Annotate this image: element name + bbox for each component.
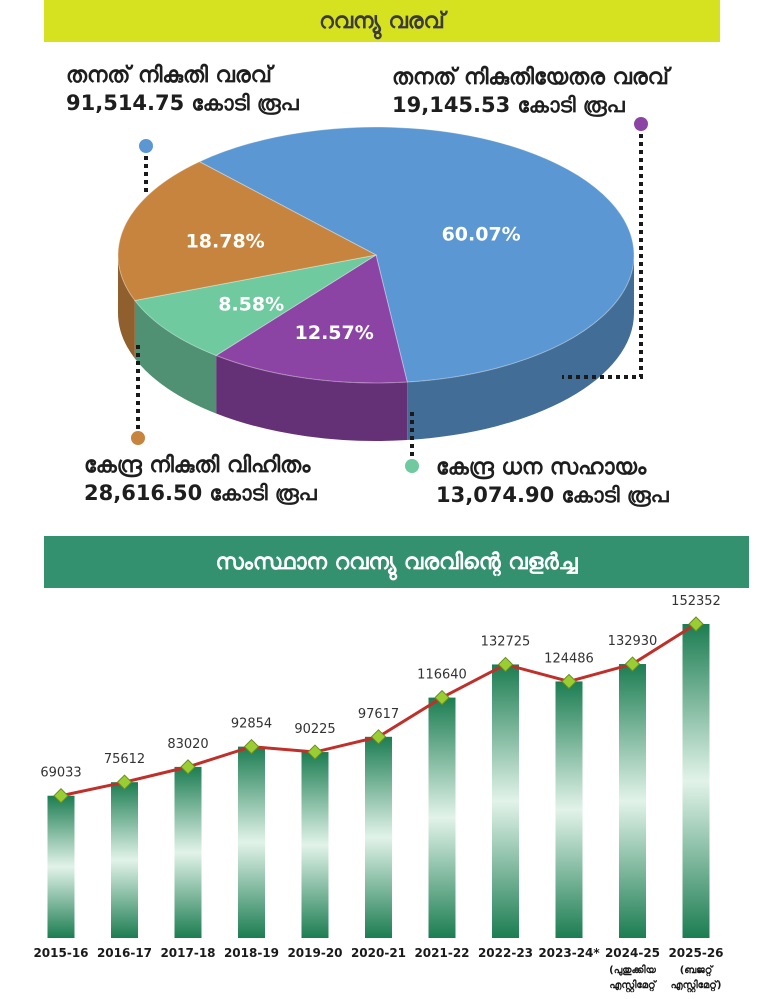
marker-2018-19 xyxy=(243,738,260,755)
bar-2015-16 xyxy=(47,795,75,938)
marker-2017-18 xyxy=(180,759,196,775)
value-label-2025-26: 152352 xyxy=(671,594,721,609)
value-label-2017-18: 83020 xyxy=(167,737,208,752)
pie-slice-2 xyxy=(133,254,377,357)
marker-2022-23 xyxy=(497,656,514,673)
category-label-2017-18: 2017-18 xyxy=(160,946,215,960)
label-central-tax-share: കേന്ദ്ര നികുതി വിഹിതം 28,616.50 കോടി രൂപ xyxy=(84,452,317,507)
value-label-2019-20: 90225 xyxy=(294,722,335,737)
value-label-2022-23: 132725 xyxy=(481,634,531,649)
pie-slice-1 xyxy=(215,254,408,384)
label-central-tax-share-name: കേന്ദ്ര നികുതി വിഹിതം xyxy=(84,453,311,478)
pie-side-0 xyxy=(407,255,634,441)
pie-side-3 xyxy=(118,255,135,359)
marker-2024-25 xyxy=(624,656,641,672)
pie-percent-label-0: 60.07% xyxy=(442,224,521,246)
marker-2015-16 xyxy=(53,788,69,804)
label-central-grants-value: 13,074.90 കോടി രൂപ xyxy=(436,483,669,508)
value-label-2018-19: 92854 xyxy=(231,717,272,732)
value-label-2015-16: 69033 xyxy=(40,766,81,781)
pie-chart: 60.07% 12.57% 8.58% 18.78% xyxy=(117,117,648,473)
category-label-2015-16: 2015-16 xyxy=(33,946,88,960)
trend-line xyxy=(60,622,697,798)
marker-2023-24* xyxy=(561,673,577,690)
value-label-2023-24*: 124486 xyxy=(544,651,594,666)
bar-2024-25 xyxy=(619,664,646,938)
bar-2025-26 xyxy=(682,624,710,938)
category-note-2025-26-0: (ബജറ്റ് xyxy=(680,964,715,977)
label-own-non-tax-name: തനത് നികുതിയേതര വരവ് xyxy=(392,65,669,90)
pie-chart-title-banner: റവന്യു വരവ് xyxy=(44,0,720,42)
marker-2025-26 xyxy=(688,616,704,632)
label-central-grants-name: കേന്ദ്ര ധന സഹായം xyxy=(436,455,647,480)
pie-percent-label-3: 18.78% xyxy=(186,231,265,253)
value-label-2016-17: 75612 xyxy=(104,752,145,767)
category-note-2024-25-0: (പുതുക്കിയ xyxy=(609,963,656,977)
category-label-2018-19: 2018-19 xyxy=(224,946,279,960)
label-central-grants: കേന്ദ്ര ധന സഹായം 13,074.90 കോടി രൂപ xyxy=(436,454,669,509)
bar-2018-19 xyxy=(238,746,265,938)
marker-2016-17 xyxy=(116,774,133,790)
category-label-2016-17: 2016-17 xyxy=(97,946,152,960)
pie-percent-label-2: 8.58% xyxy=(218,293,284,315)
category-label-2021-22: 2021-22 xyxy=(414,946,469,960)
leader-dot-own-tax xyxy=(139,139,153,153)
pie-chart-title: റവന്യു വരവ് xyxy=(319,8,445,34)
marker-2019-20 xyxy=(307,744,323,760)
bar-2021-22 xyxy=(428,697,456,938)
leader-dot-central-grants xyxy=(405,459,419,473)
marker-2020-21 xyxy=(370,729,387,745)
category-label-2023-24*: 2023-24* xyxy=(538,946,600,960)
bar-2020-21 xyxy=(365,736,392,938)
label-own-tax-name: തനത് നികുതി വരവ് xyxy=(66,63,272,88)
category-label-2020-21: 2020-21 xyxy=(351,946,406,960)
pie-side-2 xyxy=(134,300,217,414)
category-label-2024-25: 2024-25 xyxy=(605,946,660,960)
pie-side-1 xyxy=(216,355,408,441)
marker-2021-22 xyxy=(434,689,450,706)
category-label-2025-26: 2025-26 xyxy=(668,946,723,960)
value-label-2020-21: 97617 xyxy=(358,707,399,722)
label-own-tax: തനത് നികുതി വരവ് 91,514.75 കോടി രൂപ xyxy=(66,62,299,117)
label-central-tax-share-value: 28,616.50 കോടി രൂപ xyxy=(84,481,317,506)
bar-chart-title-banner: സംസ്ഥാന റവന്യു വരവിന്റെ വളർച്ച xyxy=(44,536,749,588)
value-label-2024-25: 132930 xyxy=(608,634,658,649)
category-label-2022-23: 2022-23 xyxy=(478,946,533,960)
leader-dot-own-non-tax xyxy=(634,117,648,131)
leader-line-own-non-tax xyxy=(562,126,643,379)
bar-2022-23 xyxy=(492,664,519,938)
bar-2016-17 xyxy=(111,782,138,938)
leader-dot-central-tax-share xyxy=(131,431,145,445)
value-label-2021-22: 116640 xyxy=(417,668,467,683)
bar-2019-20 xyxy=(301,752,329,938)
bar-2017-18 xyxy=(174,766,202,938)
category-label-2019-20: 2019-20 xyxy=(287,946,342,960)
bar-chart-title: സംസ്ഥാന റവന്യു വരവിന്റെ വളർച്ച xyxy=(215,549,578,575)
category-note-2025-26-1: എസ്റ്റിമേറ്റ്) xyxy=(671,978,722,993)
bar-2023-24* xyxy=(555,681,583,938)
pie-percent-label-1: 12.57% xyxy=(295,322,374,344)
pie-slice-3 xyxy=(117,161,378,302)
category-note-2024-25-1: എസ്റ്റിമേറ്റ് xyxy=(609,978,657,993)
pie-slice-0 xyxy=(198,126,635,383)
label-own-non-tax: തനത് നികുതിയേതര വരവ് 19,145.53 കോടി രൂപ xyxy=(392,64,669,119)
label-own-non-tax-value: 19,145.53 കോടി രൂപ xyxy=(392,93,625,118)
label-own-tax-value: 91,514.75 കോടി രൂപ xyxy=(66,91,299,116)
